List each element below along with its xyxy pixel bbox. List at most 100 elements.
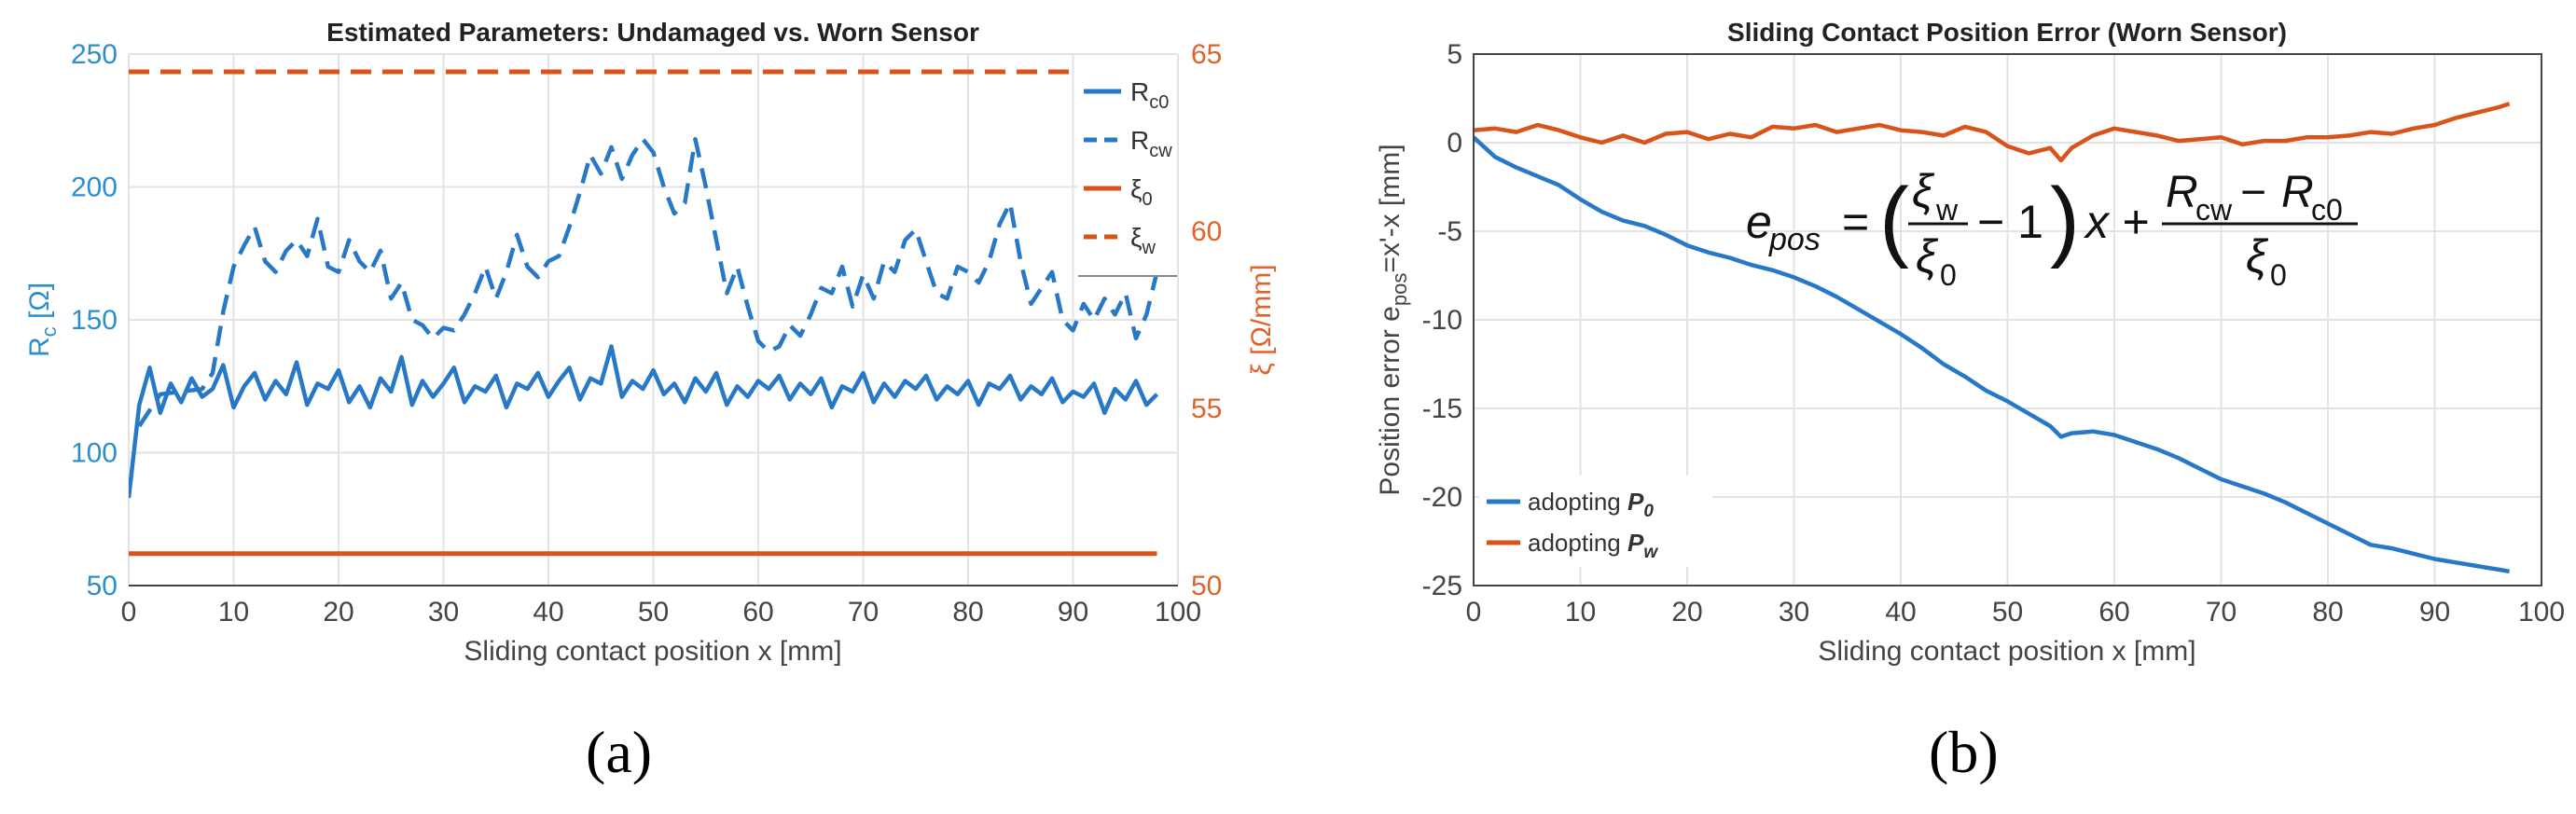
panel-a-axes: 0 10 20 30 40 50 60 70 80 90 100501001502002505055… <box>71 39 1222 628</box>
eq-close-paren: ) <box>2050 170 2080 269</box>
panel-b-y-label-main: Position error e <box>1375 306 1406 495</box>
panel-b-series-0 <box>1474 135 2510 574</box>
panel-a-x-axis-label: Sliding contact position x [mm] <box>464 636 841 667</box>
panel-a-legend-box <box>1078 62 1177 276</box>
panel-b-y-label-sub: pos <box>1388 273 1411 306</box>
panel-b-xtick-label: 80 <box>2312 597 2343 628</box>
legend-sub: 0 <box>1643 502 1654 521</box>
panel-b-legend-label: adopting P0 <box>1528 488 1654 521</box>
panel-b-xtick-label: 20 <box>1671 597 1702 628</box>
eq-sub-c0: c0 <box>2311 193 2343 227</box>
panel-b-series <box>1474 102 2511 574</box>
panel-a-series-Rcw <box>137 136 1159 428</box>
legend-main: R <box>1130 77 1149 106</box>
legend-sub: 0 <box>1143 189 1153 210</box>
panel-a-ytick-left: 250 <box>71 39 118 70</box>
legend-symbol: P <box>1627 488 1644 516</box>
equation-annotation: e pos = ( ξ w ξ 0 − 1 ) x + R cw − R c0 … <box>1746 165 2358 292</box>
panel-a-ytick-left: 100 <box>71 438 118 469</box>
panel-a-legend-label: ξw <box>1130 223 1156 258</box>
panel-a-xtick-label: 60 <box>742 597 773 628</box>
legend-sub: cw <box>1149 141 1172 161</box>
panel-a-xtick-label: 40 <box>533 597 563 628</box>
panel-a-title: Estimated Parameters: Undamaged vs. Worn… <box>326 18 979 47</box>
eq-sub-0: 0 <box>1940 258 1957 292</box>
eq-r-cw: R <box>2166 168 2198 217</box>
eq-xi-top: ξ <box>1912 165 1935 217</box>
panel-a-ytick-left: 50 <box>87 571 118 601</box>
panel-b-ytick-label: 0 <box>1447 128 1462 159</box>
panel-a-xtick-label: 20 <box>323 597 353 628</box>
panel-a-legend-label: Rc0 <box>1130 77 1169 113</box>
eq-minus-one: − 1 <box>1977 196 2043 248</box>
eq-minus: − <box>2240 168 2266 217</box>
panel-b-series-w <box>1474 102 2511 163</box>
panel-b-xtick-label: 30 <box>1779 597 1809 628</box>
eq-lhs-sub: pos <box>1768 222 1821 257</box>
eq-r-c0: R <box>2281 168 2314 217</box>
legend-text: adopting <box>1528 488 1627 516</box>
panel-a-caption-text: (a) <box>586 719 653 785</box>
eq-xi-bottom: ξ <box>1916 230 1939 283</box>
legend-main: ξ <box>1130 223 1143 252</box>
panel-a-ytick-left: 200 <box>71 172 118 203</box>
legend-sub: w <box>1142 238 1156 258</box>
panel-a-right-axis-label: ξ [Ω/mm] <box>1246 264 1277 375</box>
panel-a-left-label-sub: c <box>37 326 61 337</box>
panel-a-legend-label: ξ0 <box>1130 174 1153 210</box>
eq-x-term: x + <box>2084 196 2149 248</box>
panel-b-title: Sliding Contact Position Error (Worn Sen… <box>1727 18 2287 47</box>
panel-a-ytick-left: 150 <box>71 305 118 336</box>
panel-b-ytick-label: -20 <box>1422 482 1462 513</box>
panel-b-caption: (b) <box>1929 718 1999 787</box>
panel-a-left-axis-label: Rc [Ω] <box>24 283 61 357</box>
panel-b-legend-label: adopting Pw <box>1528 529 1658 562</box>
eq-equals: = <box>1842 196 1869 248</box>
panel-a-grid <box>128 53 1179 586</box>
legend-sub: c0 <box>1149 92 1169 113</box>
panel-a-left-label-main: R <box>24 337 55 357</box>
panel-b-chart: 0 10 20 30 40 50 60 70 80 90 100 -25 -20 -15 -10 -5 0 5 S… <box>1375 18 2565 667</box>
panel-a-xtick-label: 50 <box>638 597 669 628</box>
panel-b-ytick-label: -10 <box>1422 305 1462 336</box>
panel-a-xtick-label: 10 <box>218 597 249 628</box>
panel-b-xtick-label: 90 <box>2419 597 2450 628</box>
panel-a-xtick-label: 70 <box>848 597 879 628</box>
panel-b-y-axis-label: Position error epos=x'-x [mm] <box>1375 144 1411 495</box>
panel-b-xtick-label: 60 <box>2098 597 2129 628</box>
panel-b-axes: 0 10 20 30 40 50 60 70 80 90 100 -25 -20 -15 -10 -5 0 5 <box>1422 39 2565 628</box>
eq-xi-denom: ξ <box>2246 230 2269 283</box>
panel-a-xtick-label: 0 <box>121 597 137 628</box>
panel-a-left-label-unit: [Ω] <box>24 283 55 326</box>
panel-a-series-Rc0 <box>129 344 1159 499</box>
panel-a-series <box>129 69 1159 557</box>
panel-b-axes-box <box>1473 53 2542 586</box>
panel-b-x-axis-label: Sliding contact position x [mm] <box>1818 636 2195 667</box>
panel-b-ytick-label: -15 <box>1422 393 1462 424</box>
panel-b-xtick-label: 50 <box>1992 597 2023 628</box>
panel-a-ytick-right: 55 <box>1191 393 1222 424</box>
panel-b-y-label-tail: =x'-x [mm] <box>1375 144 1406 272</box>
panel-b-legend-box <box>1479 476 1712 567</box>
panel-a-xtick-label: 100 <box>1155 597 1201 628</box>
panel-a-ytick-right: 60 <box>1191 216 1222 247</box>
legend-sub: w <box>1643 543 1658 562</box>
panel-b-xtick-label: 0 <box>1466 597 1482 628</box>
panel-b-ytick-label: -5 <box>1437 216 1462 247</box>
panel-b-ytick-label: -25 <box>1422 571 1462 601</box>
eq-open-paren: ( <box>1879 170 1909 269</box>
legend-main: R <box>1130 126 1149 155</box>
panel-b-caption-text: (b) <box>1929 719 1999 785</box>
panel-a-xtick-label: 30 <box>428 597 459 628</box>
eq-sub-cw: cw <box>2195 193 2233 227</box>
legend-symbol: P <box>1627 529 1644 557</box>
panel-b-xtick-label: 10 <box>1565 597 1596 628</box>
panel-b-xtick-label: 70 <box>2206 597 2237 628</box>
panel-a-legend-label: Rcw <box>1130 126 1172 161</box>
eq-sub-0-denom: 0 <box>2270 258 2287 292</box>
panel-a-xtick-label: 90 <box>1058 597 1088 628</box>
